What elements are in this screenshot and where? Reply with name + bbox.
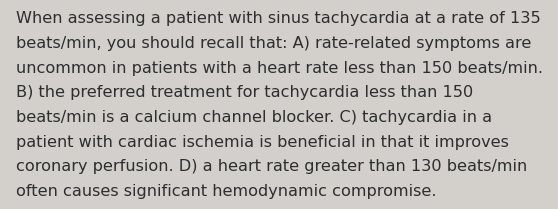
- Text: coronary perfusion. D) a heart rate greater than 130 beats/min: coronary perfusion. D) a heart rate grea…: [16, 159, 527, 175]
- Text: When assessing a patient with sinus tachycardia at a rate of 135: When assessing a patient with sinus tach…: [16, 11, 540, 27]
- Text: beats/min, you should recall that: A) rate-related symptoms are: beats/min, you should recall that: A) ra…: [16, 36, 531, 51]
- Text: B) the preferred treatment for tachycardia less than 150: B) the preferred treatment for tachycard…: [16, 85, 473, 101]
- Text: patient with cardiac ischemia is beneficial in that it improves: patient with cardiac ischemia is benefic…: [16, 135, 508, 150]
- Text: beats/min is a calcium channel blocker. C) tachycardia in a: beats/min is a calcium channel blocker. …: [16, 110, 492, 125]
- Text: uncommon in patients with a heart rate less than 150 beats/min.: uncommon in patients with a heart rate l…: [16, 61, 542, 76]
- Text: often causes significant hemodynamic compromise.: often causes significant hemodynamic com…: [16, 184, 436, 199]
